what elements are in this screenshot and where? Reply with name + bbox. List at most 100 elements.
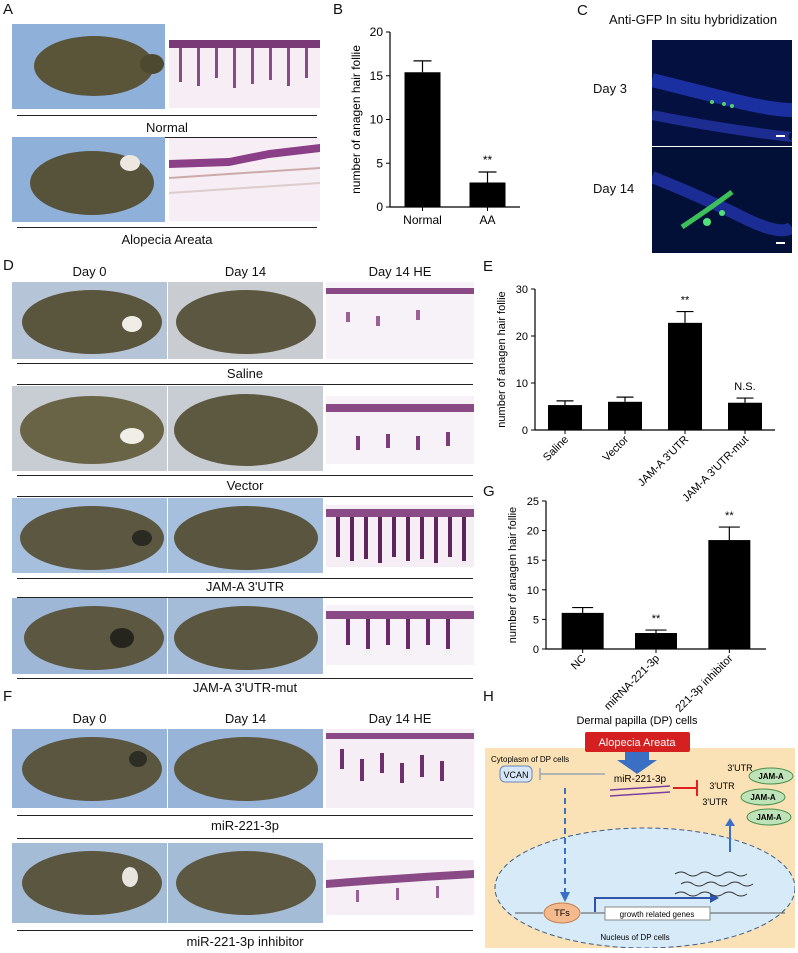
chart-e: 0 10 20 30 number of anagen hair follie Salin… (496, 284, 775, 505)
x-tick-label: miRNA-221-3p (602, 653, 662, 713)
bar (561, 612, 604, 649)
fluorescence-photo (652, 40, 792, 146)
jama-protein (748, 767, 794, 785)
bar (708, 540, 751, 649)
y-axis-label: number of anagen hair follie (496, 291, 508, 427)
mouse-photo (168, 843, 323, 923)
tfs-blob (543, 902, 581, 924)
x-tick-label: NC (569, 653, 589, 673)
caption-jam-a-utr: JAM-A 3'UTR (205, 579, 285, 594)
y-tick-label: 10 (516, 378, 528, 390)
down-arrow-icon (617, 752, 657, 774)
y-tick-label: 5 (376, 156, 383, 170)
y-tick-label: 30 (516, 284, 528, 296)
panel-label-b: B (333, 1, 344, 18)
y-tick-label: 0 (522, 425, 528, 437)
panel-c-title: Anti-GFP In situ hybridization (608, 12, 778, 27)
x-tick-label: AA (479, 213, 495, 227)
utr-label: 3'UTR (702, 797, 728, 807)
nucleus-outline (494, 827, 796, 949)
y-tick-label: 20 (527, 526, 539, 538)
caption-vector: Vector (226, 478, 264, 493)
x-tick-label: Vector (601, 433, 632, 464)
significance-label: ** (725, 510, 734, 522)
vcan-label: VCAN (503, 770, 528, 780)
x-tick-label: Saline (541, 434, 571, 464)
genes-box (604, 906, 711, 921)
fluorescence-photo (652, 147, 792, 253)
y-tick-label: 5 (533, 614, 539, 626)
bar (404, 72, 441, 207)
chart-g: 0 5 10 15 20 25 number of anagen hair follie NC… (507, 496, 766, 715)
mouse-photo (12, 843, 167, 923)
y-tick-label: 10 (527, 585, 539, 597)
bar (469, 182, 506, 207)
y-tick-label: 10 (370, 113, 384, 127)
diagram-title: Dermal papilla (DP) cells (576, 715, 698, 727)
jama-label: JAM-A (750, 793, 776, 802)
significance-label: ** (483, 153, 493, 167)
utr-label: 3'UTR (709, 781, 735, 791)
caption-mir-221-inhibitor: miR-221-3p inhibitor (186, 934, 304, 949)
histology-photo (326, 605, 474, 665)
panel-c-day3: Day 3 (593, 81, 627, 96)
chart-b: 0 5 10 15 20 number of anagen hair follie Norm… (349, 25, 520, 227)
mouse-photo (168, 282, 323, 359)
x-tick-label: 221-3p inhibitor (673, 652, 735, 714)
mrna-icon (674, 871, 748, 877)
panel-d-header-day14: Day 14 (224, 264, 267, 279)
mouse-photo (12, 24, 165, 109)
caption-alopecia: Alopecia Areata (121, 232, 213, 247)
panel-label-f: F (3, 688, 13, 705)
mouse-photo (168, 386, 323, 471)
alopecia-trigger-box (585, 732, 690, 752)
caption-saline: Saline (226, 366, 264, 381)
jama-label: JAM-A (758, 772, 784, 781)
mouse-photo (12, 598, 167, 674)
cytoplasm-label: Cytoplasm of DP cells (491, 755, 569, 764)
mir-label: miR-221-3p (614, 774, 667, 785)
mouse-photo (168, 498, 323, 573)
significance-label: N.S. (734, 381, 755, 393)
mouse-photo (12, 282, 167, 359)
panel-f-header-he: Day 14 HE (368, 711, 432, 726)
histology-photo (326, 505, 474, 567)
histology-photo (326, 860, 474, 915)
panel-label-h: H (483, 688, 494, 705)
mrna-icon (674, 891, 748, 897)
mechanism-diagram: Dermal papilla (DP) cells Cytoplasm of D… (485, 712, 796, 949)
panel-d-header-day0: Day 0 (72, 264, 107, 279)
mouse-photo (12, 729, 167, 808)
caption-normal: Normal (146, 120, 188, 135)
panel-d-header-he: Day 14 HE (368, 264, 432, 279)
significance-label: ** (681, 295, 690, 307)
histology-photo (326, 282, 474, 359)
y-tick-label: 0 (376, 200, 383, 214)
alopecia-trigger-label: Alopecia Areata (598, 737, 676, 749)
bar (635, 633, 677, 649)
histology-photo (326, 729, 474, 808)
tfs-label: TFs (554, 908, 570, 918)
jama-protein (746, 808, 792, 826)
y-tick-label: 20 (370, 25, 384, 39)
histology-photo (326, 396, 474, 464)
panel-c-day14: Day 14 (593, 181, 635, 196)
mouse-photo (12, 386, 167, 471)
panel-label-d: D (3, 257, 14, 274)
y-tick-label: 20 (516, 331, 528, 343)
y-tick-label: 0 (533, 644, 539, 656)
y-tick-label: 15 (370, 69, 384, 83)
mouse-photo (168, 729, 323, 808)
caption-mir-221: miR-221-3p (211, 818, 279, 833)
mrna-icon (680, 881, 754, 887)
y-tick-label: 25 (527, 496, 539, 508)
significance-label: ** (652, 613, 661, 625)
nucleus-label: Nucleus of DP cells (600, 933, 669, 942)
transcription-arrow (594, 897, 710, 912)
histology-photo (169, 40, 320, 108)
vcan-box (499, 765, 533, 783)
panel-label-g: G (483, 483, 495, 500)
caption-jam-a-utr-mut: JAM-A 3'UTR-mut (192, 680, 298, 695)
bar (728, 402, 762, 430)
panel-label-a: A (3, 1, 14, 18)
